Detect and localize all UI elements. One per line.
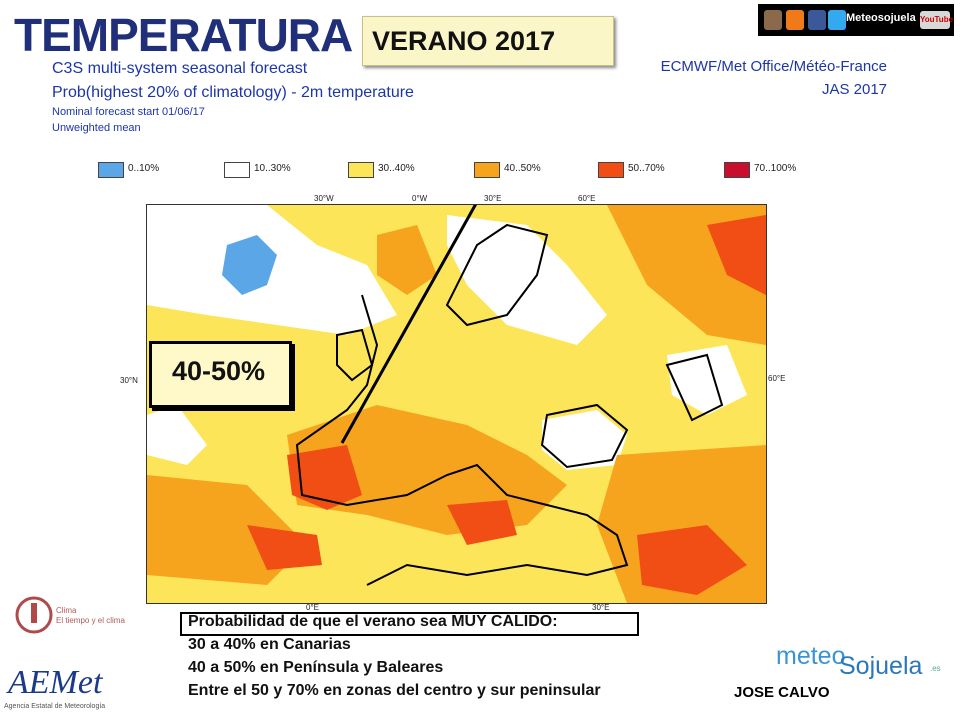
page-title: TEMPERATURA xyxy=(14,9,353,61)
callout-label: 40-50% xyxy=(172,356,266,386)
forecast-subtitle: C3S multi-system seasonal forecast xyxy=(52,60,308,77)
summary-line: 30 a 40% en Canarias xyxy=(188,636,351,653)
legend-swatch xyxy=(598,162,624,178)
callout-box xyxy=(149,341,292,408)
season-label: VERANO 2017 xyxy=(372,26,556,56)
forecast-period: JAS 2017 xyxy=(821,81,887,98)
legend-swatch xyxy=(98,162,124,178)
meteosojuela-logo-sojuela: Sojuela xyxy=(839,652,923,680)
meteosojuela-logo-domain: .es xyxy=(930,664,941,673)
climate-line-1: Clima xyxy=(56,606,77,615)
forecast-start: Nominal forecast start 01/06/17 xyxy=(52,106,205,118)
legend-label: 50..70% xyxy=(628,163,665,174)
youtube-icon[interactable]: YouTube xyxy=(920,11,954,29)
climate-logo-text: Clima El tiempo y el clima xyxy=(56,606,125,626)
social-bar: Meteosojuela YouTube xyxy=(758,4,954,36)
map-tick-bottom: 0°E xyxy=(306,603,319,612)
map-tick-bottom: 30°E xyxy=(592,603,610,612)
summary-heading-box xyxy=(180,612,639,636)
summary-line: Entre el 50 y 70% en zonas del centro y … xyxy=(188,682,601,699)
facebook-icon[interactable] xyxy=(808,10,826,30)
legend-label: 40..50% xyxy=(504,163,541,174)
map-graphic xyxy=(147,205,766,603)
map-tick-top: 30°W xyxy=(314,194,334,203)
legend-swatch xyxy=(724,162,750,178)
meteosojuela-logo: meteo xyxy=(776,642,846,670)
youtube-label: YouTube xyxy=(920,15,954,24)
legend-swatch xyxy=(474,162,500,178)
blogger-icon[interactable] xyxy=(786,10,804,30)
author-name: JOSE CALVO xyxy=(734,684,830,701)
instagram-icon[interactable] xyxy=(764,10,782,30)
legend-swatch xyxy=(224,162,250,178)
forecast-source: ECMWF/Met Office/Météo-France xyxy=(660,58,887,75)
summary-heading: Probabilidad de que el verano sea MUY CÁ… xyxy=(188,613,558,630)
map-tick-top: 30°E xyxy=(484,194,502,203)
aemet-subtitle: Agencia Estatal de Meteorología xyxy=(4,703,106,710)
legend-label: 30..40% xyxy=(378,163,415,174)
legend-label: 10..30% xyxy=(254,163,291,174)
map-tick-right: 60°E xyxy=(768,374,786,383)
season-badge xyxy=(362,16,614,66)
aemet-logo: AEMet xyxy=(8,664,103,701)
map-tick-left: 30°N xyxy=(120,376,138,385)
map-tick-top: 0°W xyxy=(412,194,428,203)
map-tick-top: 60°E xyxy=(578,194,596,203)
social-handle[interactable]: Meteosojuela xyxy=(846,12,916,24)
legend-swatch xyxy=(348,162,374,178)
forecast-variable: Prob(highest 20% of climatology) - 2m te… xyxy=(52,84,414,101)
legend-label: 0..10% xyxy=(128,163,160,174)
probability-map xyxy=(146,204,767,604)
climate-logo-icon xyxy=(14,595,54,635)
twitter-icon[interactable] xyxy=(828,10,846,30)
legend-label: 70..100% xyxy=(754,163,797,174)
summary-line: 40 a 50% en Península y Baleares xyxy=(188,659,444,676)
climate-line-2: El tiempo y el clima xyxy=(56,616,125,625)
forecast-weighting: Unweighted mean xyxy=(52,122,141,134)
